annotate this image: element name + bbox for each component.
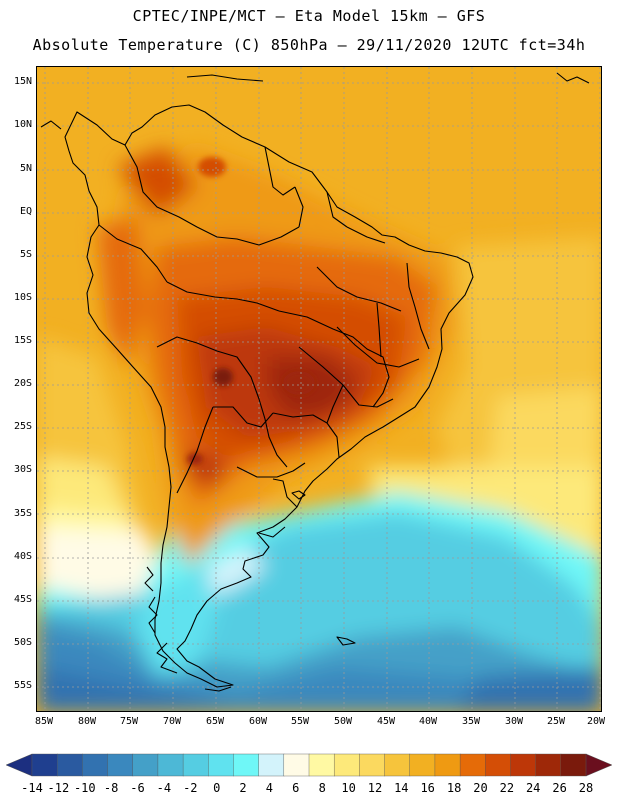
title-model: CPTEC/INPE/MCT – Eta Model 15km – GFS [132, 7, 486, 25]
colorbar-cell [157, 753, 184, 777]
lat-label-40s: 40S [13, 551, 32, 562]
colorbar-label: -4 [156, 781, 172, 795]
colorbar-label: 28 [578, 781, 594, 795]
colorbar-label: 6 [292, 781, 300, 795]
colorbar-cell [258, 753, 285, 777]
lon-label-40w: 40W [418, 716, 438, 727]
colorbar-label: 22 [499, 781, 515, 795]
lat-label-55s: 55S [13, 680, 32, 691]
colorbar-label: 24 [525, 781, 541, 795]
colorbar-cell [132, 753, 159, 777]
lat-lon-grid [37, 67, 601, 711]
title-field: Absolute Temperature (C) 850hPa – 29/11/… [32, 36, 586, 54]
colorbar-label: 16 [420, 781, 435, 795]
colorbar [6, 753, 612, 777]
colorbar-label: 2 [239, 781, 247, 795]
lat-label-15n: 15N [13, 76, 32, 87]
colorbar-cell [510, 753, 537, 777]
lon-label-25w: 25W [546, 716, 566, 727]
colorbar-label: -10 [73, 781, 96, 795]
colorbar-label: 10 [341, 781, 356, 795]
colorbar-cell [82, 753, 109, 777]
colorbar-cell [384, 753, 411, 777]
lon-label-60w: 60W [248, 716, 268, 727]
lon-label-35w: 35W [461, 716, 481, 727]
colorbar-cell [182, 753, 209, 777]
colorbar-label: -2 [183, 781, 198, 795]
colorbar-cell [359, 753, 386, 777]
lat-label-5s: 5S [19, 249, 32, 260]
lat-label-50s: 50S [13, 637, 32, 648]
colorbar-cell [535, 753, 562, 777]
colorbar-cell [434, 753, 461, 777]
colorbar-label: -8 [103, 781, 119, 795]
lon-label-55w: 55W [290, 716, 310, 727]
hot-spots [187, 157, 315, 465]
lat-label-eq: EQ [19, 206, 32, 217]
colorbar-cell [283, 753, 310, 777]
colorbar-label: 26 [552, 781, 567, 795]
lon-label-20w: 20W [586, 716, 606, 727]
colorbar-label: -6 [130, 781, 145, 795]
colorbar-cell [233, 753, 260, 777]
colorbar-cell [333, 753, 360, 777]
colorbar-cell [409, 753, 436, 777]
lon-label-30w: 30W [504, 716, 524, 727]
lat-label-45s: 45S [13, 594, 32, 605]
lon-label-65w: 65W [205, 716, 225, 727]
lon-label-75w: 75W [119, 716, 139, 727]
lon-label-85w: 85W [34, 716, 54, 727]
colorbar-cell [31, 753, 58, 777]
colorbar-under-arrow [6, 753, 33, 777]
lon-label-80w: 80W [77, 716, 97, 727]
colorbar-label: 4 [265, 781, 273, 795]
colorbar-label: 20 [473, 781, 488, 795]
lat-label-15s: 15S [13, 335, 32, 346]
colorbar-label: 14 [394, 781, 409, 795]
colorbar-label: 18 [446, 781, 462, 795]
lat-label-10s: 10S [13, 292, 32, 303]
colorbar-cell [107, 753, 134, 777]
temperature-field [37, 147, 601, 711]
colorbar-label: -14 [21, 781, 43, 795]
map-panel [36, 66, 602, 712]
lon-label-50w: 50W [333, 716, 353, 727]
colorbar-cell [459, 753, 486, 777]
colorbar-cell [208, 753, 234, 777]
lat-label-30s: 30S [13, 464, 32, 475]
lat-label-10n: 10N [13, 119, 32, 130]
colorbar-over-arrow [585, 753, 612, 777]
colorbar-label: 0 [213, 781, 221, 795]
coastline [40, 72, 590, 692]
lat-label-35s: 35S [13, 508, 32, 519]
colorbar-cell [485, 753, 511, 777]
colorbar-cell [308, 753, 335, 777]
lat-label-5n: 5N [19, 163, 32, 174]
temperature-map [37, 67, 601, 711]
lat-label-25s: 25S [13, 421, 32, 432]
colorbar-cell [56, 753, 83, 777]
colorbar-cell [560, 753, 587, 777]
colorbar-label: 12 [367, 781, 383, 795]
lon-label-45w: 45W [376, 716, 396, 727]
lat-label-20s: 20S [13, 378, 32, 389]
colorbar-label: -12 [47, 781, 70, 795]
colorbar-label: 8 [318, 781, 326, 795]
lon-label-70w: 70W [162, 716, 182, 727]
